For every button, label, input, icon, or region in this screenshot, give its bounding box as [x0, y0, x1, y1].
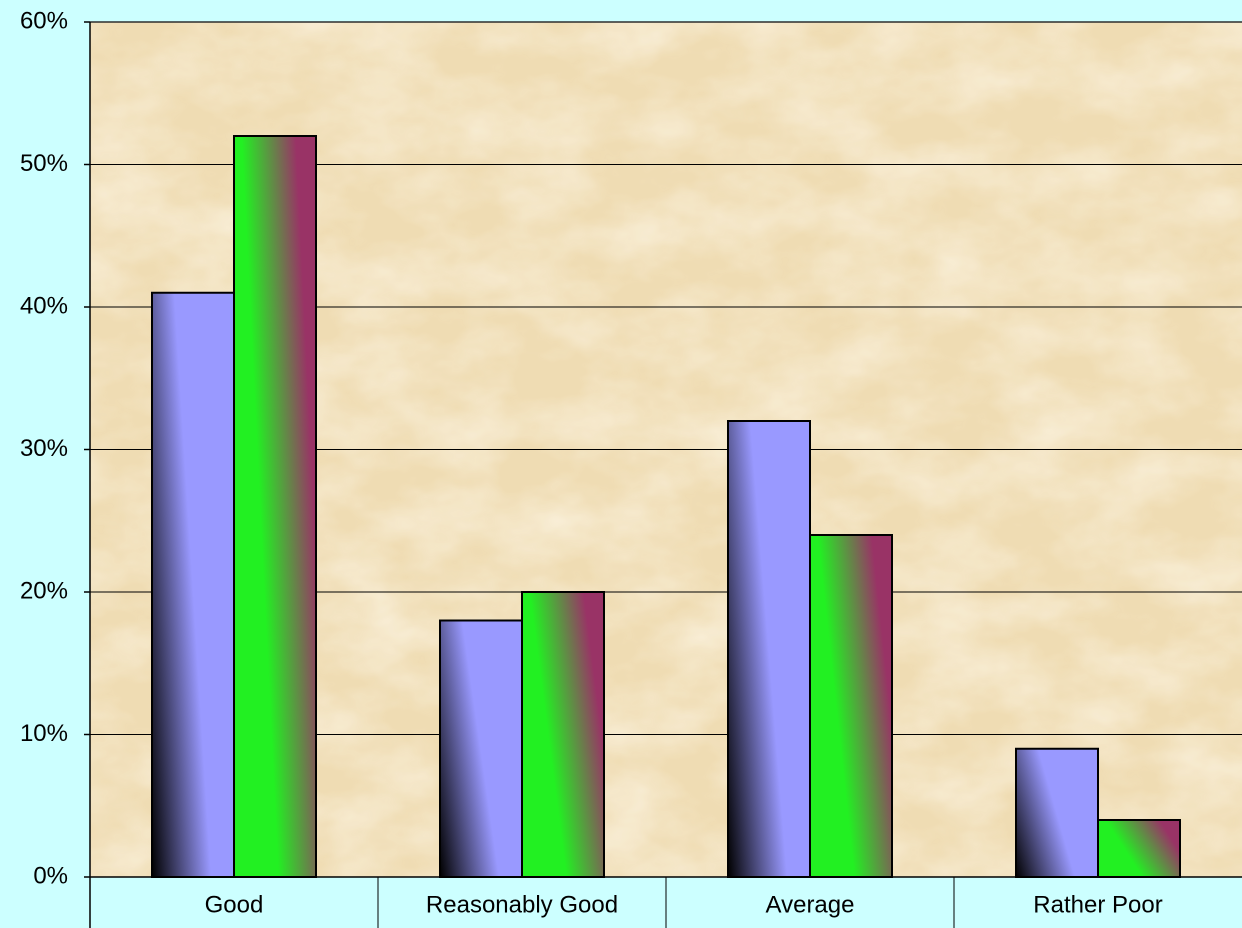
x-tick-label: Rather Poor: [1033, 891, 1162, 918]
y-tick-label: 10%: [20, 720, 68, 747]
x-tick-label: Average: [766, 891, 855, 918]
bar: [809, 534, 893, 878]
bar: [1015, 747, 1099, 878]
bar: [1097, 819, 1181, 878]
bar: [521, 591, 605, 878]
bar: [151, 291, 235, 878]
bar: [439, 619, 523, 878]
y-tick-label: 30%: [20, 435, 68, 462]
y-tick-label: 50%: [20, 150, 68, 177]
bar: [233, 135, 317, 878]
y-tick-label: 40%: [20, 292, 68, 319]
x-tick-label: Reasonably Good: [426, 891, 618, 918]
labels: 0% 10% 20% 30% 40% 50% 60% Good Reasonably Good A…: [20, 7, 1163, 918]
y-tick-label: 60%: [20, 7, 68, 34]
y-tick-label: 20%: [20, 577, 68, 604]
bars: [151, 135, 1181, 878]
y-tick-label: 0%: [33, 862, 68, 889]
x-tick-label: Good: [205, 891, 264, 918]
bar: [727, 420, 811, 878]
